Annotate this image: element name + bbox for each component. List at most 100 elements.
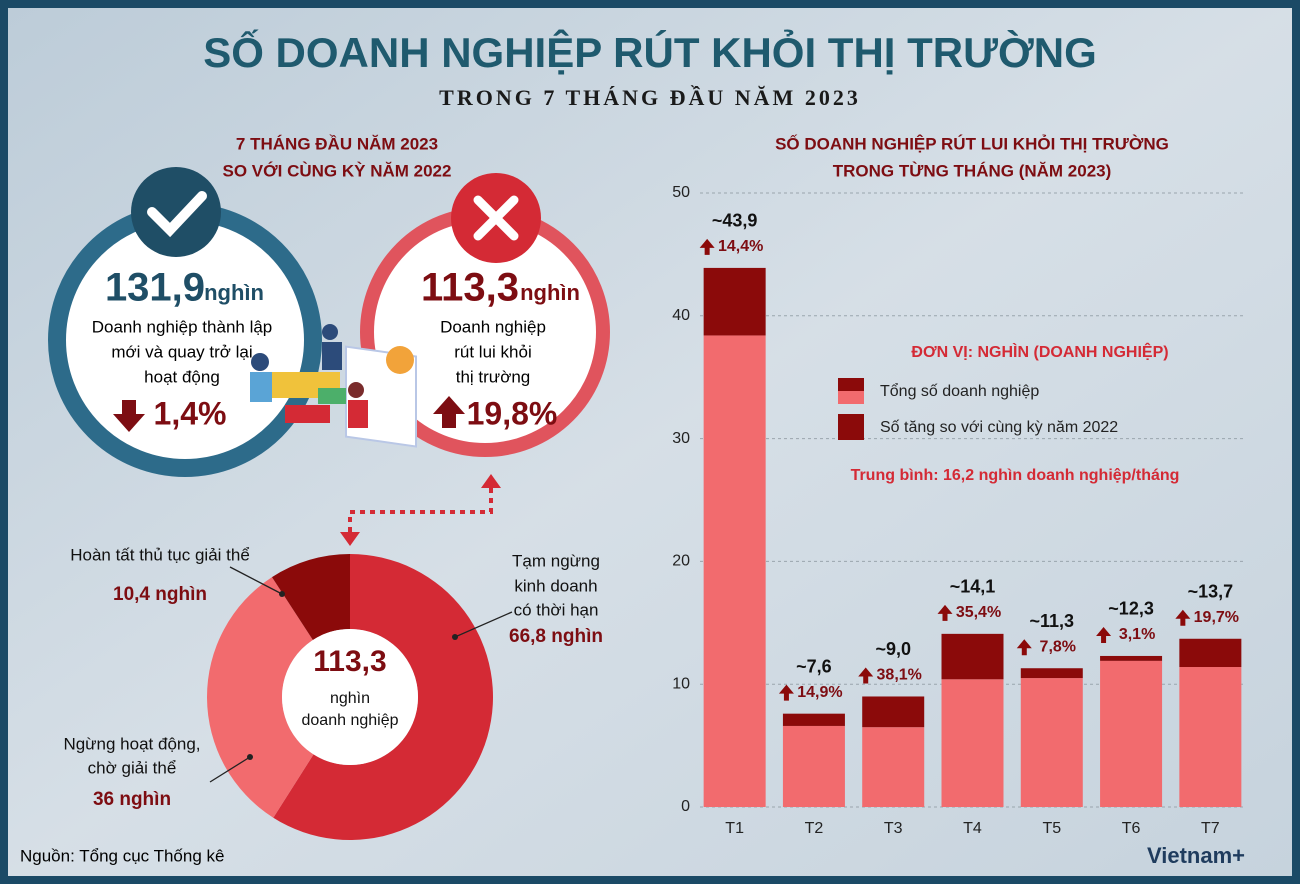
leader-line <box>454 611 513 638</box>
unit-note: ĐƠN VỊ: NGHÌN (DOANH NGHIỆP) <box>911 342 1168 361</box>
total-label: ~12,3 <box>1108 599 1154 619</box>
y-tick-label: 50 <box>672 184 690 201</box>
cross-icon <box>473 195 519 241</box>
legend-label: Số tăng so với cùng kỳ năm 2022 <box>880 419 1118 436</box>
connector <box>348 478 493 532</box>
bar-segment <box>782 713 845 726</box>
total-label: ~9,0 <box>875 639 911 659</box>
x-tick-label: T3 <box>884 820 903 837</box>
donut-slice <box>207 577 314 818</box>
total-label: ~13,7 <box>1188 582 1234 602</box>
y-tick-label: 20 <box>672 553 690 570</box>
growth-arrow <box>1016 639 1032 656</box>
bar-segment <box>782 725 845 807</box>
withdrawn-change: 19,8% <box>467 395 558 431</box>
title: SỐ DOANH NGHIỆP RÚT KHỎI THỊ TRƯỜNG <box>203 28 1097 76</box>
growth-arrow <box>1096 626 1112 643</box>
leader-dot <box>247 754 253 760</box>
x-tick-label: T2 <box>805 820 824 837</box>
growth-label: 14,4% <box>718 238 763 255</box>
growth-arrow <box>937 604 953 621</box>
growth-arrow <box>699 238 715 255</box>
established-unit: nghìn <box>204 280 264 305</box>
bar-segment <box>862 696 925 728</box>
growth-arrow <box>858 667 874 684</box>
bar-segment <box>1100 655 1163 661</box>
x-tick-label: T1 <box>725 820 744 837</box>
illustration <box>250 324 417 448</box>
growth-label: 14,9% <box>797 684 842 701</box>
chart-title: SỐ DOANH NGHIỆP RÚT LUI KHỎI THỊ TRƯỜNG <box>775 133 1169 153</box>
established-value: 131,9 <box>105 266 205 310</box>
slice-label: chờ giải thể <box>88 758 177 777</box>
withdrawn-value: 113,3 <box>421 266 519 310</box>
established-desc: Doanh nghiệp thành lập <box>92 317 273 336</box>
bar-segment <box>1100 660 1163 807</box>
check-icon <box>147 191 207 238</box>
logo: Vietnam+ <box>1147 843 1245 868</box>
total-label: ~43,9 <box>712 211 758 231</box>
growth-arrow <box>778 684 794 701</box>
check-badge <box>131 167 221 257</box>
legend-swatch <box>838 414 864 440</box>
withdrawn-desc: rút lui khỏi <box>454 342 531 361</box>
growth-label: 35,4% <box>956 604 1001 621</box>
total-label: ~14,1 <box>950 577 996 597</box>
bar-segment <box>1179 667 1242 807</box>
total-label: ~7,6 <box>796 656 832 676</box>
down-arrow <box>113 400 145 432</box>
bar-segment <box>703 267 766 336</box>
leader-line <box>209 756 251 783</box>
y-tick-label: 40 <box>672 307 690 324</box>
slice-label: Hoàn tất thủ tục giải thể <box>70 545 250 564</box>
withdrawn-desc: Doanh nghiệp <box>440 317 546 336</box>
bar-segment <box>941 679 1004 807</box>
source: Nguồn: Tổng cục Thống kê <box>20 846 224 865</box>
annotation: Trung bình: 16,2 nghìn doanh nghiệp/thán… <box>851 467 1180 484</box>
slice-value-label: 66,8 nghìn <box>509 626 603 647</box>
x-tick-label: T6 <box>1122 820 1141 837</box>
growth-label: 7,8% <box>1040 638 1076 655</box>
established-change: 1,4% <box>154 395 227 431</box>
withdrawn-unit: nghìn <box>520 280 580 305</box>
bar-segment <box>941 633 1004 680</box>
donut-center-text: doanh nghiệp <box>302 712 399 729</box>
y-tick-label: 0 <box>681 798 690 815</box>
up-arrow <box>433 396 465 428</box>
donut-slice <box>271 554 350 641</box>
bar-segment <box>862 727 925 807</box>
slice-value-label: 36 nghìn <box>93 789 171 810</box>
donut-center-text: 113,3 <box>313 645 386 678</box>
donut-hole <box>282 629 418 765</box>
bar-segment <box>703 335 766 807</box>
leader-dot <box>279 591 285 597</box>
established-desc: mới và quay trở lại <box>111 342 252 361</box>
donut-center-text: nghìn <box>330 690 370 707</box>
legend-swatch <box>838 391 864 404</box>
growth-label: 38,1% <box>877 667 922 684</box>
growth-label: 3,1% <box>1119 626 1155 643</box>
x-tick-label: T5 <box>1042 820 1061 837</box>
slice-value-label: 10,4 nghìn <box>113 584 207 605</box>
growth-label: 19,7% <box>1194 609 1239 626</box>
growth-arrow <box>1175 609 1191 626</box>
withdrawn-desc: thị trường <box>456 367 531 386</box>
slice-label: Tạm ngừng <box>512 551 600 570</box>
bar-segment <box>1179 638 1242 668</box>
x-tick-label: T7 <box>1201 820 1220 837</box>
x-tick-label: T4 <box>963 820 982 837</box>
slice-label: kinh doanh <box>514 576 597 595</box>
bar-segment <box>1020 668 1083 679</box>
comparison-title: SO VỚI CÙNG KỲ NĂM 2022 <box>223 161 452 180</box>
chart-title: TRONG TỪNG THÁNG (NĂM 2023) <box>833 161 1112 180</box>
total-label: ~11,3 <box>1030 611 1075 631</box>
leader-dot <box>452 634 458 640</box>
slice-label: Ngừng hoạt động, <box>63 734 200 753</box>
y-tick-label: 10 <box>672 675 690 692</box>
bar-segment <box>1020 678 1083 807</box>
comparison-title: 7 THÁNG ĐẦU NĂM 2023 <box>236 134 438 153</box>
slice-label: có thời hạn <box>514 600 599 619</box>
y-tick-label: 30 <box>672 430 690 447</box>
leader-line <box>229 566 283 595</box>
